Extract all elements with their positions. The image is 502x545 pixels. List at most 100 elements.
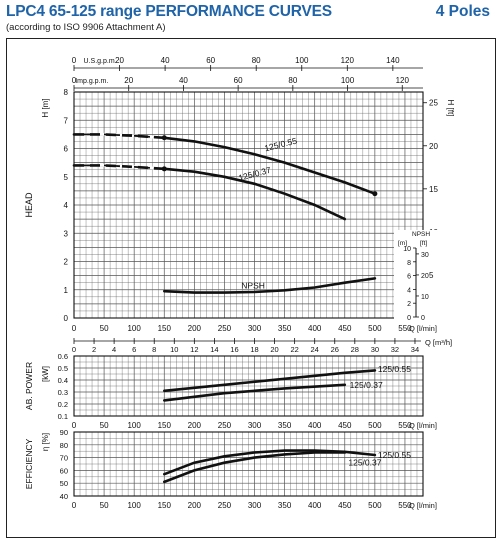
npsh-m-tick-label: 8 [407,260,411,267]
q-m3h-tick-label: 6 [132,345,136,354]
q-lpm-tick-label: 100 [127,324,141,333]
eff-ytick-label: 70 [60,454,68,463]
npsh-ft-tick-label: 20 [421,273,429,280]
dashed-lead-in [74,133,165,139]
head-unit-right: H [ft] [446,100,455,117]
q-m3h-tick-label: 26 [331,345,339,354]
eff-plot-border [73,431,424,497]
npsh-axis-bg [394,230,440,322]
q-m3h-tick-label: 34 [411,345,419,354]
eff-q-tick-label: 50 [100,501,109,510]
power-unit: [kW] [41,366,50,382]
q-lpm-tick-label: 150 [158,324,172,333]
power-ytick-label: 0.3 [58,388,68,397]
power-q-tick-label: 450 [338,421,352,430]
q-lpm-tick-label: 450 [338,324,352,333]
power-plot-border [73,355,424,417]
head-ytick-label-m: 1 [64,286,69,295]
q-m3h-tick-label: 4 [112,345,116,354]
head-label-125-055: 125/0.55 [263,135,298,153]
head-ytick-label-m: 8 [64,88,69,97]
usgpm-tick-label: 0 [72,56,77,65]
eff-q-tick-label: 200 [188,501,202,510]
usgpm-tick-label: 80 [252,56,261,65]
power-q-tick-label: 200 [188,421,202,430]
curve-start-point [161,166,167,172]
npsh-unit-ft: [ft] [420,240,427,247]
q-lpm-tick-label: 500 [368,324,382,333]
power-q-tick-label: 250 [218,421,232,430]
impgpm-tick-label: 20 [124,76,133,85]
head-ytick-label-m: 2 [64,258,69,267]
npsh-m-tick-label: 4 [407,287,411,294]
npsh-unit-m: [m] [398,240,407,247]
head-axis-title: HEAD [24,192,34,218]
eff-q-tick-label: 0 [72,501,77,510]
eff-q-tick-label: 300 [248,501,262,510]
q-m3h-tick-label: 0 [72,345,76,354]
q-m3h-tick-label: 12 [190,345,198,354]
power-q-tick-label: 550 [398,421,412,430]
head-ytick-label-m: 4 [64,201,69,210]
q-lpm-tick-label: 0 [72,324,77,333]
impgpm-tick-label: 100 [341,76,355,85]
npsh-ft-tick-label: 10 [421,294,429,301]
q-lpm-tick-label: 300 [248,324,262,333]
npsh-m-tick-label: 0 [407,315,411,322]
head-ytick-label-ft: 5 [429,271,434,280]
impgpm-tick-label: 80 [288,76,297,85]
head-ytick-label-ft: 15 [429,185,438,194]
usgpm-tick-label: 40 [161,56,170,65]
usgpm-tick-label: 120 [341,56,355,65]
power-curve-125-0-37 [163,383,347,402]
eff-q-tick-label: 350 [278,501,292,510]
power-q-tick-label: 0 [72,421,77,430]
npsh-m-tick-label: 10 [403,246,411,253]
eff-ytick-label: 50 [60,479,68,488]
power-curve-125-0-55 [163,369,377,393]
npsh-m-tick-label: 6 [407,274,411,281]
head-ytick-label-m: 3 [64,229,69,238]
power-q-tick-label: 500 [368,421,382,430]
power-q-tick-label: 100 [127,421,141,430]
power-label-125-037: 125/0.37 [350,380,383,390]
impgpm-tick-label: 0 [72,76,77,85]
npsh-axis-title: NPSH [412,231,430,238]
eff-ytick-label: 40 [60,492,68,501]
poles-label: 4 Poles [435,3,490,20]
q-m3h-tick-label: 24 [311,345,319,354]
head-ytick-label-ft: 25 [429,99,438,108]
head-ytick-label-m: 0 [64,314,69,323]
usgpm-tick-label: 20 [115,56,124,65]
eff-q-tick-label: 100 [127,501,141,510]
power-ytick-label: 0.4 [58,376,68,385]
q-m3h-tick-label: 28 [351,345,359,354]
usgpm-axis-label: U.S.g.p.m. [84,58,117,65]
usgpm-tick-label: 100 [295,56,309,65]
power-q-tick-label: 300 [248,421,262,430]
q-m3h-tick-label: 8 [152,345,156,354]
head-curve-125-0-37 [72,164,347,221]
head-ytick-label-m: 6 [64,145,69,154]
eff-q-tick-label: 400 [308,501,322,510]
npsh-ft-tick-label: 30 [421,252,429,259]
head-ytick-label-m: 5 [64,173,69,182]
q-m3h-tick-label: 16 [230,345,238,354]
eff-label-125-055: 125/0.55 [378,450,411,460]
q-m3h-tick-label: 10 [170,345,178,354]
eff-q-tick-label: 550 [398,501,412,510]
power-axis-title: AB. POWER [24,362,34,410]
eff-q-tick-label: 150 [158,501,172,510]
eff-q-tick-label: 500 [368,501,382,510]
power-q-tick-label: 50 [100,421,109,430]
impgpm-axis-label: Imp.g.p.m. [75,78,108,85]
q-lpm-tick-label: 350 [278,324,292,333]
head-unit-left: H [m] [41,98,50,117]
eff-curve-125-0-37 [163,451,347,484]
eff-q-axis-label: Q [l/min] [409,501,437,510]
eff-ytick-label: 80 [60,441,68,450]
impgpm-tick-label: 60 [234,76,243,85]
eff-ytick-label: 90 [60,428,68,437]
head-ytick-label-m: 7 [64,116,69,125]
q-m3h-axis-label: Q [m³/h] [425,338,452,347]
